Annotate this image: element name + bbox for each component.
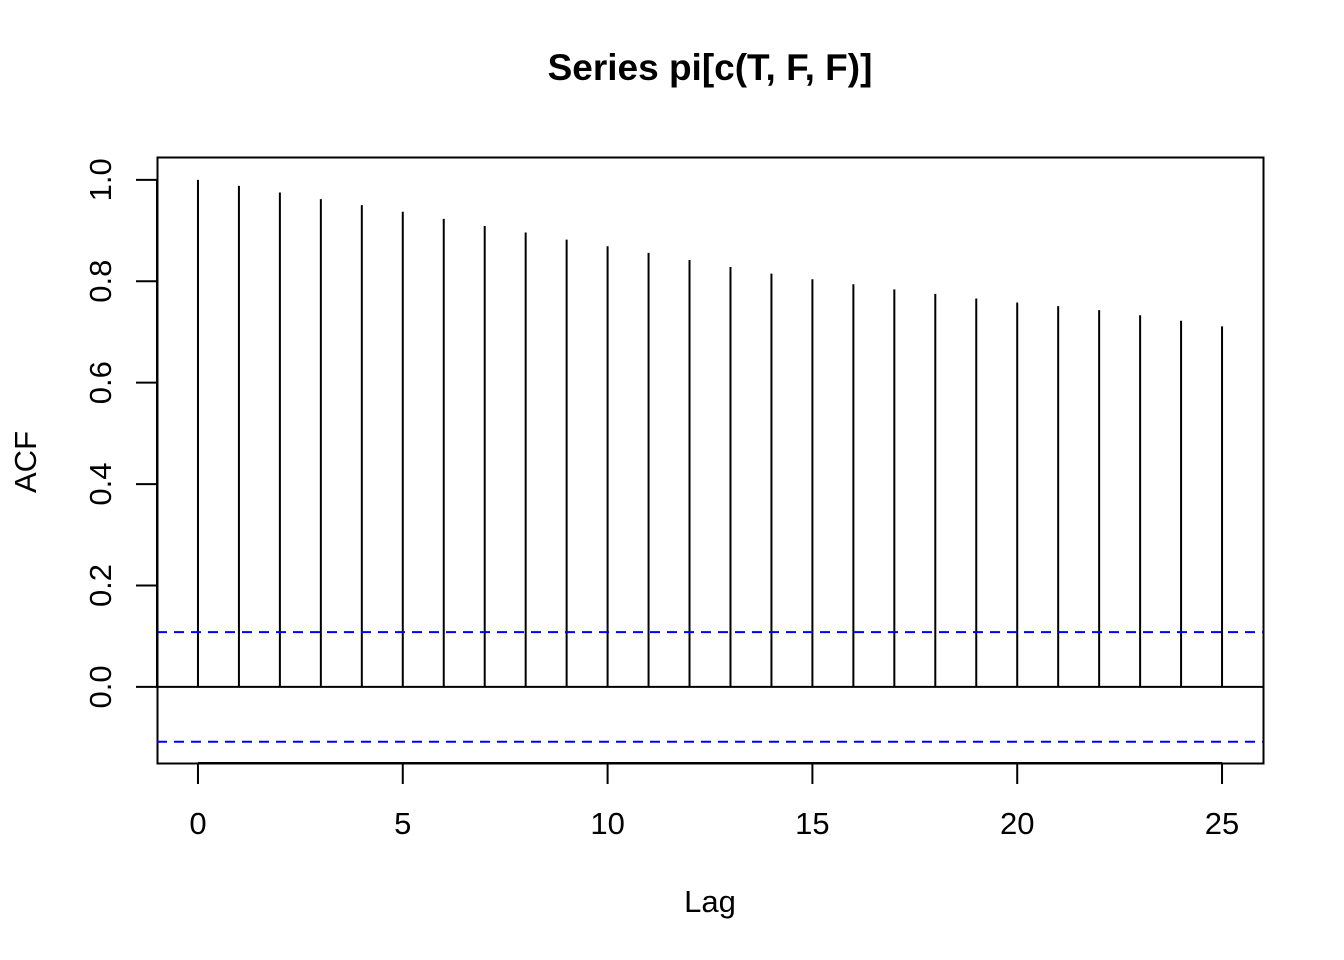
- x-tick-label-15: 15: [795, 806, 829, 841]
- reference-lines: [157, 631, 1263, 743]
- y-tick-label-1: 1.0: [83, 158, 118, 201]
- y-tick-label-0.2: 0.2: [83, 564, 118, 607]
- y-axis-label: ACF: [8, 431, 43, 493]
- x-tick-label-20: 20: [1000, 806, 1034, 841]
- x-axis: 0 5 10 15 20 25: [189, 762, 1239, 841]
- x-tick-label-25: 25: [1205, 806, 1239, 841]
- y-tick-label-0.4: 0.4: [83, 463, 118, 506]
- x-tick-label-0: 0: [189, 806, 206, 841]
- x-tick-label-10: 10: [590, 806, 624, 841]
- chart-title: Series pi[c(T, F, F)]: [548, 47, 873, 88]
- y-tick-label-0.8: 0.8: [83, 260, 118, 303]
- plot-frame: [156, 156, 1265, 765]
- acf-spikes: [196, 179, 1224, 687]
- y-axis: 0.0 0.2 0.4 0.6 0.8 1.0: [83, 158, 158, 708]
- y-tick-label-0: 0.0: [83, 665, 118, 708]
- x-tick-label-5: 5: [394, 806, 411, 841]
- y-tick-label-0.6: 0.6: [83, 361, 118, 404]
- x-axis-label: Lag: [684, 884, 736, 919]
